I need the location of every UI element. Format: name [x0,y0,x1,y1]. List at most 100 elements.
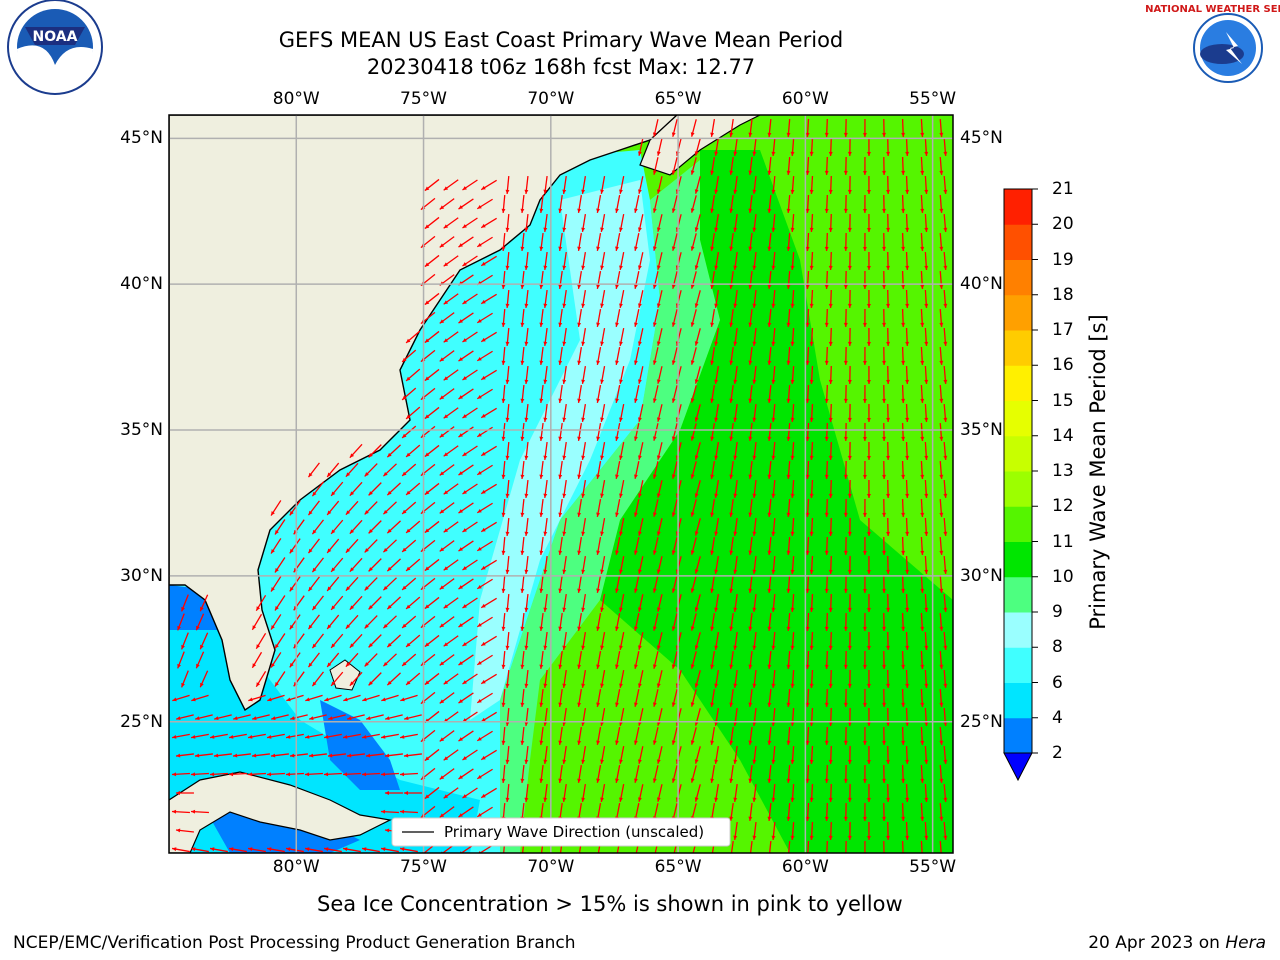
wave-arrow-head [402,585,407,590]
wave-arrow-head [652,170,657,175]
wave-arrow-head [172,847,177,852]
wave-arrow-head [362,734,367,739]
wave-arrow-head [671,740,676,745]
wave-arrow-head [671,588,676,593]
wave-arrow-head [790,417,795,422]
wave-arrow-head [733,569,738,574]
wave-arrow-head [824,664,829,669]
wave-arrow-head [771,265,776,270]
wave-arrow-head [558,778,563,783]
wave-arrow-head [943,721,948,726]
wave-arrow-head [809,341,814,346]
wave-arrow-head [596,626,601,631]
wave-arrow-head [524,721,529,726]
colorbar-segment [1004,330,1032,366]
wave-arrow-head [439,357,445,362]
wave-arrow-head [406,490,411,495]
wave-arrow-head [886,645,891,650]
contour-10s-green [600,150,953,853]
wave-arrow-head [843,550,848,555]
wave-arrow-head [920,588,925,593]
wave-arrow-head [790,645,795,650]
wave-arrow-head [729,512,734,517]
wave-arrow-head [481,565,486,570]
wave-arrow-head [383,509,388,515]
wave-arrow-head [462,224,467,228]
wave-arrow [788,840,791,853]
wave-arrow-head [920,322,925,327]
wave-arrow-head [312,643,317,649]
lon-tick-bottom: 60°W [781,857,829,877]
wave-arrow-head [694,531,699,536]
wave-arrow-head [690,702,695,707]
wave-arrow-head [710,702,715,707]
wave-arrow-head [694,797,699,802]
wave-arrow-head [824,322,829,327]
wave-arrow-head [439,661,445,666]
wave-arrow-head [543,341,548,346]
wave-arrow-head [920,436,925,441]
colorbar-tick-label: 14 [1052,425,1074,446]
wave-arrow-head [924,531,929,536]
wave-arrow-head [905,265,910,270]
wave-arrow-head [786,740,791,745]
wave-arrow-head [824,512,829,517]
wave-arrow-head [424,262,430,267]
wave-arrow-head [634,702,638,707]
wave-arrow-head [729,778,734,783]
wave-arrow-head [694,227,699,232]
wave-arrow-head [195,753,200,758]
wave-arrow-head [443,756,449,761]
wave-arrow-head [345,624,351,629]
wave-arrow-head [177,625,181,631]
wave-arrow-head [424,224,430,229]
wave-arrow-head [364,472,369,477]
wave-arrow-head [176,753,181,758]
wave-arrow-head [767,398,772,403]
wave-arrow-head [600,303,605,308]
wave-arrow-head [462,642,467,646]
wave-arrow-head [349,529,355,534]
wave-arrow-head [824,208,829,213]
wave-arrow-head [886,379,891,384]
wave-arrow-head [252,753,257,758]
wave-arrow-head [443,224,449,229]
wave-arrow-head [634,360,638,365]
wave-arrow-head [714,379,719,384]
wave-arrow-head [331,529,336,534]
wave-arrow-head [790,227,795,232]
wave-arrow-head [656,303,661,308]
wave-arrow-head [638,569,642,574]
wave-arrow-head [439,813,445,818]
wave-arrow-head [752,645,757,650]
wave-arrow-head [558,246,563,251]
wave-arrow-head [638,227,642,232]
wave-arrow-head [790,797,795,802]
wave-arrow-head [267,734,272,739]
lon-tick-top: 55°W [909,89,957,109]
wave-arrow-head [729,740,734,745]
wave-arrow-head [867,531,871,536]
wave-arrow-head [771,303,776,308]
wave-arrow-head [615,702,619,707]
wave-arrow-head [214,753,219,758]
wave-arrow-head [331,681,336,686]
wave-arrow-head [920,170,925,175]
wave-arrow-head [581,683,586,688]
wave-arrow-head [477,318,482,323]
wave-arrow-head [886,417,891,422]
wave-arrow-head [805,664,810,669]
wave-arrow-head [384,791,390,795]
wave-arrow-head [809,569,814,574]
wave-arrow-head [505,227,510,232]
colorbar-segment [1004,647,1032,683]
wave-arrow-head [943,265,948,270]
wave-arrow-head [882,588,886,593]
wave-arrow-head [402,433,407,438]
wave-arrow-head [809,797,814,802]
wave-arrow-head [309,753,314,758]
wave-arrow-head [924,493,929,498]
wave-arrow-head [289,586,294,592]
wave-arrow-head [901,322,906,327]
wave-arrow-head [805,550,810,555]
